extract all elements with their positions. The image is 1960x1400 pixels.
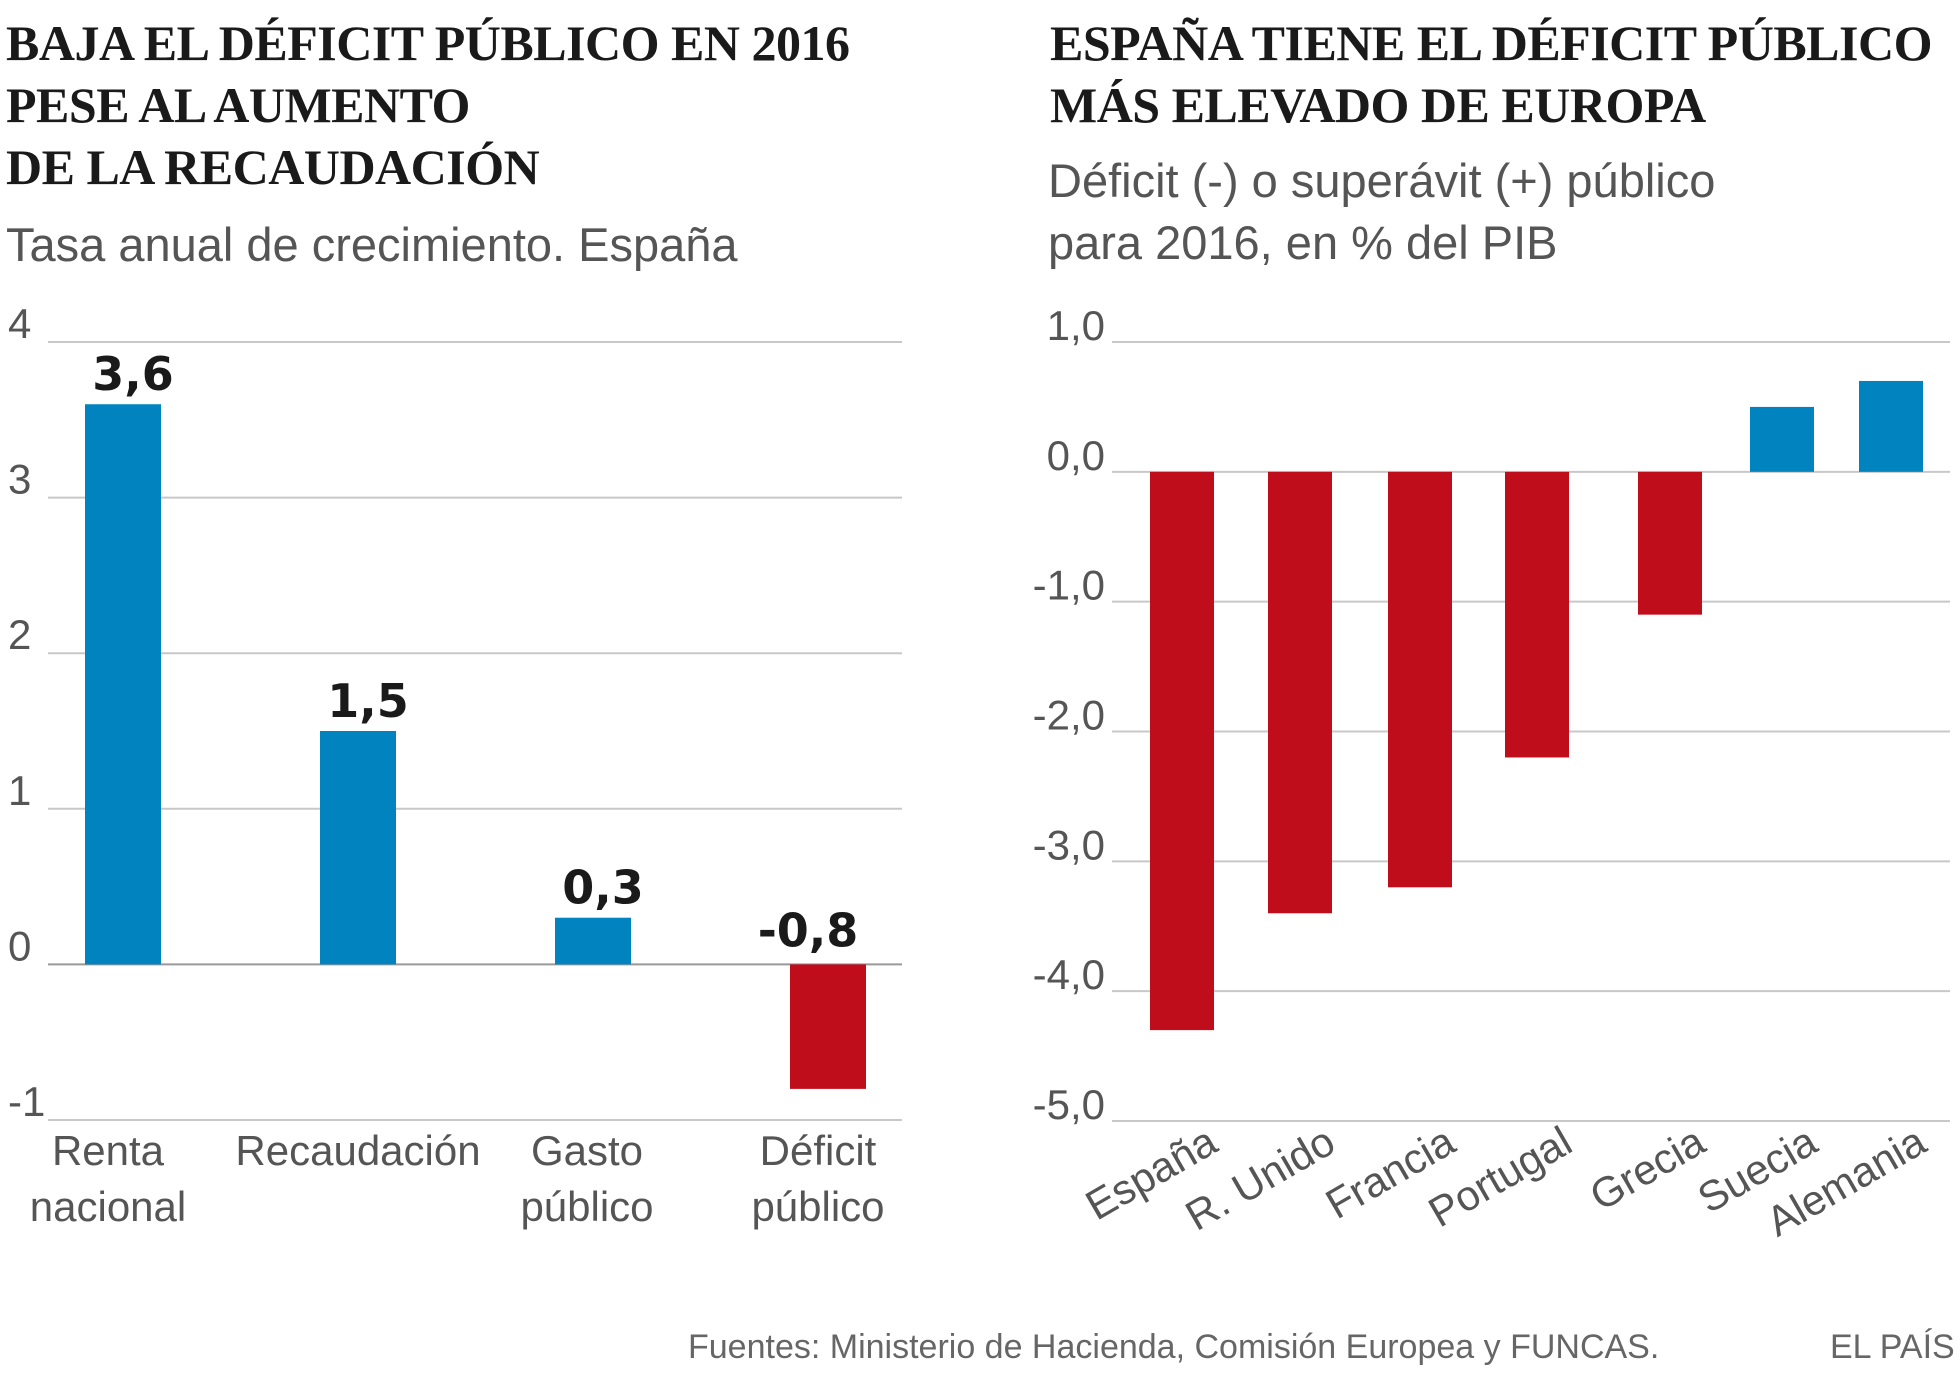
data-label: 0,3	[562, 861, 644, 915]
title-line: DE LA RECAUDACIÓN	[6, 139, 540, 195]
title-line: MÁS ELEVADO DE EUROPA	[1050, 77, 1706, 133]
bar	[790, 964, 866, 1089]
bar	[1750, 406, 1814, 472]
bar	[1505, 471, 1569, 758]
title-line: ESPAÑA TIENE EL DÉFICIT PÚBLICO	[1050, 15, 1933, 71]
y-tick-label: -1	[8, 1078, 45, 1125]
y-tick-label: 0	[8, 922, 31, 969]
title-line: PESE AL AUMENTO	[6, 77, 470, 133]
y-tick-label: 0,0	[1047, 432, 1105, 479]
category-label: Déficit	[760, 1127, 877, 1174]
y-tick-label: 3	[8, 456, 31, 503]
y-tick-label: -2,0	[1033, 692, 1105, 739]
subtitle-line: Déficit (-) o superávit (+) público	[1048, 154, 1716, 207]
title-line: BAJA EL DÉFICIT PÚBLICO EN 2016	[6, 15, 850, 71]
category-label: Grecia	[1582, 1117, 1713, 1220]
category-label: Gasto	[531, 1127, 643, 1174]
category-label: público	[520, 1183, 653, 1230]
bar	[1268, 471, 1332, 914]
data-label: -0,8	[758, 903, 859, 957]
y-tick-label: -1,0	[1033, 562, 1105, 609]
bar	[1388, 471, 1452, 888]
bar	[1859, 380, 1923, 472]
bar	[1638, 471, 1702, 615]
data-label: 1,5	[327, 674, 409, 728]
left-chart-title: BAJA EL DÉFICIT PÚBLICO EN 2016 PESE AL …	[6, 12, 850, 198]
right-chart-title: ESPAÑA TIENE EL DÉFICIT PÚBLICO MÁS ELEV…	[1050, 12, 1933, 136]
category-label: Recaudación	[235, 1127, 480, 1174]
y-tick-label: -4,0	[1033, 951, 1105, 998]
category-label: Renta	[52, 1127, 165, 1174]
sources-footer: Fuentes: Ministerio de Hacienda, Comisió…	[688, 1328, 1660, 1366]
bar	[85, 404, 161, 965]
y-tick-label: 1,0	[1047, 302, 1105, 349]
y-tick-label: 1	[8, 767, 31, 814]
left-chart-subtitle: Tasa anual de crecimiento. España	[6, 218, 738, 271]
y-tick-label: 2	[8, 611, 31, 658]
right-chart-subtitle: Déficit (-) o superávit (+) público para…	[1048, 150, 1715, 274]
subtitle-line: para 2016, en % del PIB	[1048, 216, 1558, 269]
y-tick-label: 4	[8, 300, 31, 347]
brand-label: EL PAÍS	[1830, 1328, 1955, 1366]
bar	[1150, 471, 1214, 1031]
bar	[320, 731, 396, 965]
category-label: nacional	[30, 1183, 186, 1230]
y-tick-label: -5,0	[1033, 1081, 1105, 1128]
y-tick-label: -3,0	[1033, 821, 1105, 868]
category-label: público	[751, 1183, 884, 1230]
data-label: 3,6	[92, 347, 174, 401]
bar	[555, 917, 631, 965]
